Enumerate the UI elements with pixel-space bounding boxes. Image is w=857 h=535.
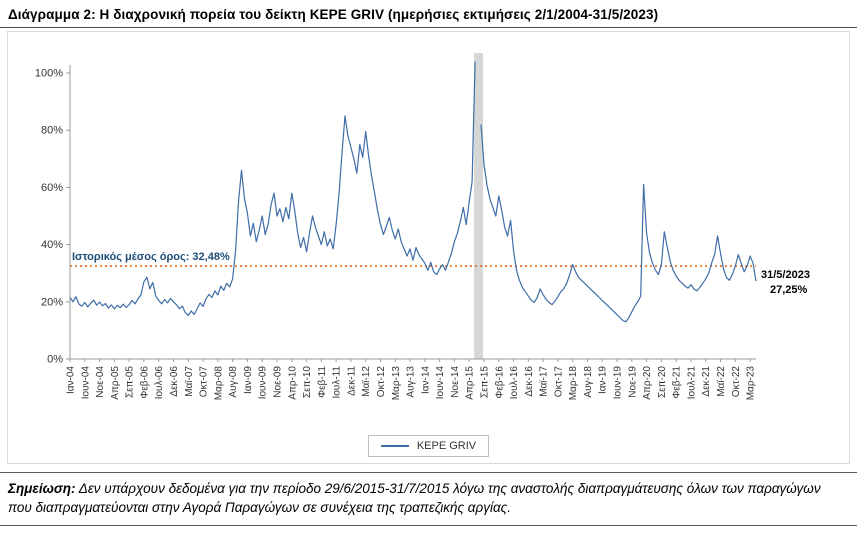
x-axis-tick-label: Δεκ-06 xyxy=(169,366,180,397)
mean-annotation: Ιστορικός μέσος όρος: 32,48% xyxy=(72,251,230,263)
x-axis-tick-label: Ιουλ-06 xyxy=(154,366,165,400)
x-axis-tick-label: Οκτ-12 xyxy=(376,366,387,398)
x-axis-tick-label: Ιουν-04 xyxy=(80,366,91,400)
x-axis-tick-label: Απρ-20 xyxy=(642,366,653,400)
x-axis-tick-label: Οκτ-17 xyxy=(553,366,564,398)
kepe-griv-line-chart: 0% 20% 40% 60% 80% 100% Ιαν-04 Ιουν-04 Νοε-04 Απρ… xyxy=(35,53,810,401)
legend-line-icon xyxy=(380,445,409,447)
x-axis-tick-label: Αυγ-08 xyxy=(228,366,239,398)
x-axis-tick-label: Οκτ-07 xyxy=(199,366,210,398)
footnote-text: Δεν υπάρχουν δεδομένα για την περίοδο 29… xyxy=(8,481,821,516)
x-axis-tick-label: Μαρ-13 xyxy=(391,366,402,401)
last-value-date: 31/5/2023 xyxy=(761,269,810,281)
x-axis-tick-label: Ιουλ-11 xyxy=(332,366,343,399)
footnote-label: Σημείωση: xyxy=(8,481,76,496)
x-axis-tick-label: Απρ-10 xyxy=(287,366,298,400)
x-axis-tick-label: Ιουλ-16 xyxy=(509,366,520,400)
x-axis-tick-label: Δεκ-11 xyxy=(346,366,357,396)
x-axis-tick-label: Ιουν-14 xyxy=(435,366,446,400)
y-axis-tick-label: 40% xyxy=(41,239,63,251)
x-axis-tick-label: Μαϊ-12 xyxy=(361,366,372,397)
x-axis-tick-label: Νοε-14 xyxy=(450,366,461,398)
x-axis-tick-label: Φεβ-11 xyxy=(317,366,328,398)
x-axis-tick-label: Ιουλ-21 xyxy=(686,366,697,400)
x-axis-tick-label: Μαϊ-22 xyxy=(716,366,727,397)
legend-label: KEPE GRIV xyxy=(416,440,477,452)
footnote: Σημείωση: Δεν υπάρχουν δεδομένα για την … xyxy=(0,472,857,527)
x-axis-tick-label: Σεπ-20 xyxy=(657,366,668,398)
x-axis-tick-label: Δεκ-21 xyxy=(701,366,712,397)
x-axis-tick-label: Μαρ-18 xyxy=(568,366,579,401)
y-axis-tick-label: 100% xyxy=(35,68,63,80)
x-axis-tick-label: Μαϊ-07 xyxy=(184,366,195,397)
x-axis-tick-label: Απρ-15 xyxy=(465,366,476,400)
x-axis-tick-label: Νοε-19 xyxy=(627,366,638,398)
x-axis-tick-label: Σεπ-10 xyxy=(302,366,313,398)
y-axis-tick-label: 60% xyxy=(41,182,63,194)
x-axis-tick-label: Ιουν-19 xyxy=(613,366,624,400)
last-value-label: 27,25% xyxy=(770,284,808,296)
x-axis-tick-label: Ιαν-19 xyxy=(598,366,609,394)
x-axis-tick-label: Φεβ-06 xyxy=(139,366,150,399)
no-data-band xyxy=(474,53,484,359)
x-axis-tick-label: Ιαν-09 xyxy=(243,366,254,394)
y-axis-tick-label: 80% xyxy=(41,125,63,137)
chart-title: Διάγραμμα 2: Η διαχρονική πορεία του δεί… xyxy=(0,0,857,28)
x-axis-tick-label: Σεπ-15 xyxy=(480,366,491,398)
x-axis-tick-label: Σεπ-05 xyxy=(125,366,136,398)
x-axis-tick-label: Αυγ-18 xyxy=(583,366,594,398)
y-axis-tick-label: 20% xyxy=(41,296,63,308)
x-axis-tick-label: Αυγ-13 xyxy=(406,366,417,398)
x-axis-tick-label: Απρ-05 xyxy=(110,366,121,400)
chart-legend: KEPE GRIV xyxy=(367,435,490,457)
x-axis-tick-label: Νοε-04 xyxy=(95,366,106,398)
kepe-griv-line xyxy=(69,61,757,323)
chart-area: 0% 20% 40% 60% 80% 100% Ιαν-04 Ιουν-04 Νοε-04 Απρ… xyxy=(7,31,850,464)
x-axis-tick-label: Μαρ-23 xyxy=(746,366,757,401)
x-axis-tick-label: Νοε-09 xyxy=(273,366,284,398)
x-axis-tick-label: Φεβ-16 xyxy=(494,366,505,399)
x-axis-tick-label: Δεκ-16 xyxy=(524,366,535,397)
x-axis-tick-label: Μαρ-08 xyxy=(213,366,224,401)
x-axis-tick-label: Φεβ-21 xyxy=(672,366,683,399)
x-axis-tick-label: Ιουν-09 xyxy=(258,366,269,400)
x-axis-tick-label: Μαϊ-17 xyxy=(539,366,550,397)
x-axis-tick-label: Οκτ-22 xyxy=(731,366,742,398)
x-axis-tick-label: Ιαν-14 xyxy=(420,366,431,394)
x-axis-tick-label: Ιαν-04 xyxy=(66,366,77,394)
y-axis-tick-label: 0% xyxy=(47,354,63,366)
